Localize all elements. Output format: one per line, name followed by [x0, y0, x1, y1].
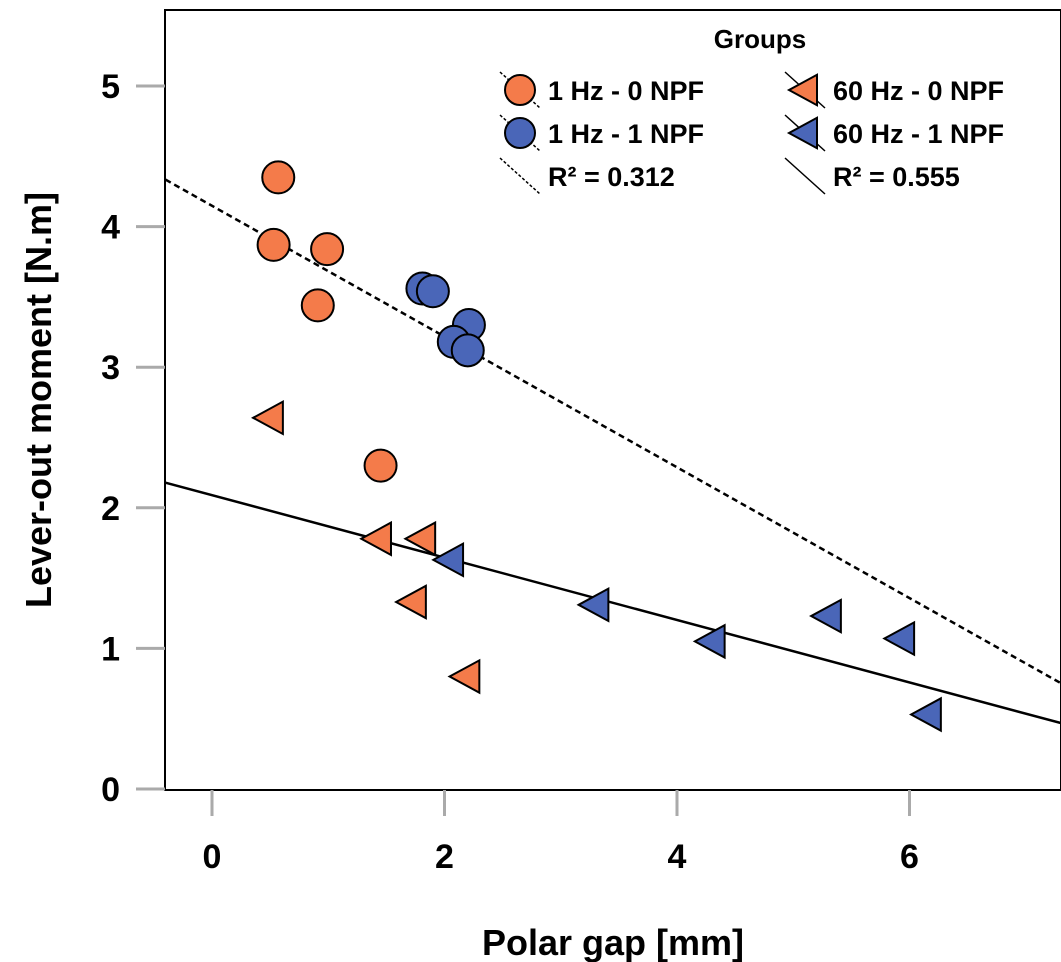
- legend-label: 1 Hz - 1 NPF: [548, 119, 704, 149]
- legend-label: 1 Hz - 0 NPF: [548, 76, 704, 106]
- legend: Groups 1 Hz - 0 NPF 60 Hz - 0 NPF 1 Hz - 1…: [499, 24, 1004, 195]
- y-axis-ticks: 0 1 2 3 4 5: [101, 68, 165, 809]
- data-point-triangle: [909, 696, 942, 733]
- x-tick-label: 6: [900, 838, 919, 876]
- legend-title: Groups: [714, 24, 806, 54]
- data-point-circle: [415, 274, 450, 309]
- legend-label: R² = 0.555: [833, 162, 960, 192]
- data-point-triangle: [576, 586, 610, 623]
- data-point-circle: [450, 333, 485, 368]
- legend-label: 60 Hz - 1 NPF: [833, 119, 1004, 149]
- y-tick-label: 1: [101, 630, 120, 668]
- legend-key-line: [784, 157, 826, 195]
- x-tick-label: 2: [435, 838, 454, 876]
- data-point-circle: [310, 232, 345, 267]
- fit-line-dotted: [165, 178, 1061, 685]
- fit-lines: [165, 178, 1061, 725]
- data-point-triangle: [251, 399, 284, 436]
- legend-key-circle: [504, 117, 536, 149]
- legend-key-triangle: [786, 73, 818, 107]
- data-point-circle: [261, 160, 296, 195]
- data-point-triangle: [431, 541, 465, 578]
- legend-key-line: [499, 157, 541, 195]
- data-point-circle: [300, 288, 335, 323]
- y-axis-title: Lever-out moment [N.m]: [18, 192, 59, 608]
- data-point-triangle: [692, 623, 726, 660]
- data-point-triangle: [809, 598, 842, 634]
- data-points: [251, 160, 942, 733]
- x-tick-label: 4: [668, 838, 687, 876]
- data-point-triangle: [403, 520, 437, 557]
- x-axis-ticks: 0 2 4 6: [203, 790, 919, 876]
- y-tick-label: 2: [101, 490, 120, 528]
- x-tick-label: 0: [203, 838, 222, 876]
- data-point-circle: [256, 227, 291, 262]
- y-tick-label: 3: [101, 349, 120, 387]
- data-point-triangle: [359, 520, 392, 557]
- legend-label: 60 Hz - 0 NPF: [833, 76, 1004, 106]
- fit-line-solid: [165, 481, 1061, 725]
- y-tick-label: 0: [101, 771, 120, 809]
- plot-area: [164, 9, 1061, 791]
- legend-key-circle: [504, 74, 536, 106]
- legend-label: R² = 0.312: [548, 162, 675, 192]
- y-tick-label: 5: [101, 68, 120, 106]
- data-point-triangle: [882, 620, 916, 657]
- y-tick-label: 4: [101, 209, 120, 247]
- data-point-triangle: [394, 584, 427, 620]
- data-point-triangle: [447, 658, 481, 695]
- data-point-circle: [363, 448, 398, 483]
- x-axis-title: Polar gap [mm]: [482, 922, 744, 962]
- legend-key-triangle: [786, 116, 818, 150]
